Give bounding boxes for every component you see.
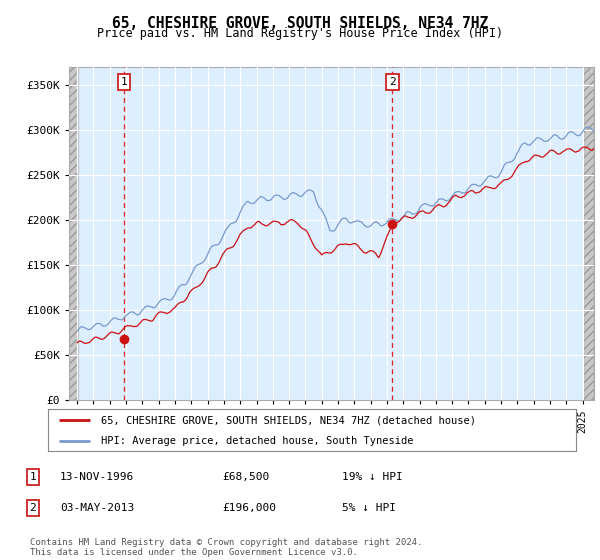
Text: HPI: Average price, detached house, South Tyneside: HPI: Average price, detached house, Sout… [101, 436, 413, 446]
Text: 5% ↓ HPI: 5% ↓ HPI [342, 503, 396, 513]
Text: 2: 2 [389, 77, 396, 87]
Bar [69, 67, 79, 400]
Bar [69, 67, 79, 400]
Text: 1: 1 [121, 77, 127, 87]
Text: 65, CHESHIRE GROVE, SOUTH SHIELDS, NE34 7HZ (detached house): 65, CHESHIRE GROVE, SOUTH SHIELDS, NE34 … [101, 415, 476, 425]
Text: 03-MAY-2013: 03-MAY-2013 [60, 503, 134, 513]
Text: £68,500: £68,500 [222, 472, 269, 482]
Text: 2: 2 [29, 503, 37, 513]
Text: Price paid vs. HM Land Registry's House Price Index (HPI): Price paid vs. HM Land Registry's House … [97, 27, 503, 40]
Text: 65, CHESHIRE GROVE, SOUTH SHIELDS, NE34 7HZ: 65, CHESHIRE GROVE, SOUTH SHIELDS, NE34 … [112, 16, 488, 31]
Text: Contains HM Land Registry data © Crown copyright and database right 2024.
This d: Contains HM Land Registry data © Crown c… [30, 538, 422, 557]
Bar [584, 67, 594, 400]
Bar [584, 67, 594, 400]
Text: 1: 1 [29, 472, 37, 482]
Text: 19% ↓ HPI: 19% ↓ HPI [342, 472, 403, 482]
Text: £196,000: £196,000 [222, 503, 276, 513]
Text: 13-NOV-1996: 13-NOV-1996 [60, 472, 134, 482]
